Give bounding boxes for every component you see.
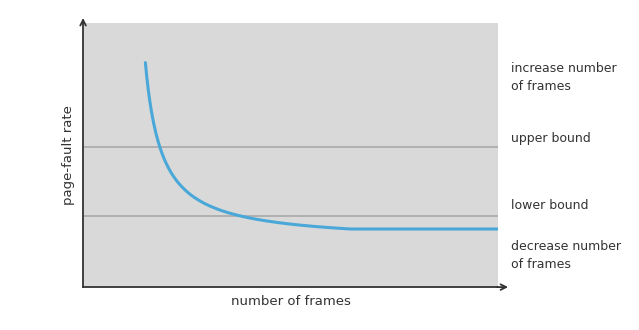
Y-axis label: page-fault rate: page-fault rate — [62, 105, 75, 205]
Text: increase number
of frames: increase number of frames — [511, 62, 617, 93]
Text: upper bound: upper bound — [511, 132, 590, 145]
X-axis label: number of frames: number of frames — [231, 295, 351, 309]
Text: lower bound: lower bound — [511, 199, 589, 212]
Text: decrease number
of frames: decrease number of frames — [511, 240, 621, 271]
